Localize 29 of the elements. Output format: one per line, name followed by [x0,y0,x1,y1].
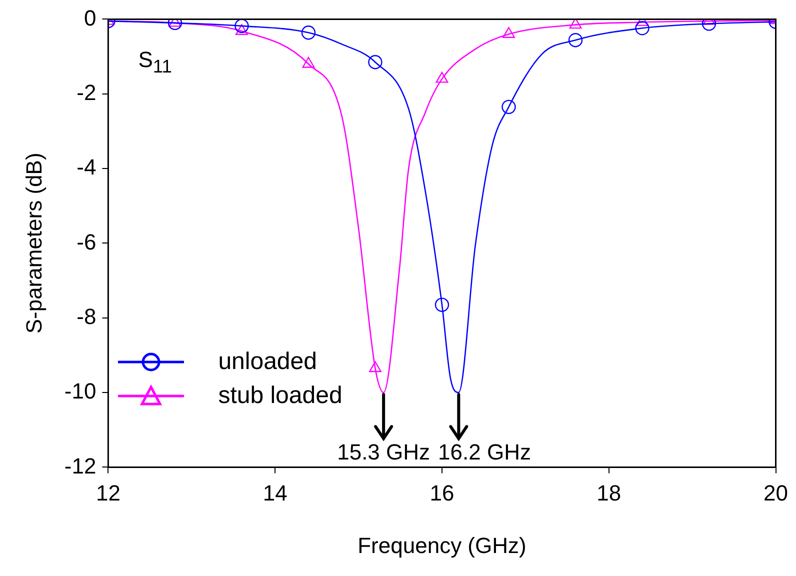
annotation: 15.3 GHz [337,440,430,465]
annotation: S$_{11}$ [138,47,172,78]
y-tick-label: 0 [84,5,96,30]
point [702,19,716,31]
y-axis-title: S-parameters (dB) [21,152,46,334]
x-tick-label: 20 [764,480,788,506]
y-tick-label: -8 [76,304,96,329]
point [301,26,316,40]
y-tick-label: -2 [76,80,96,105]
point [569,19,582,29]
x-tick-label: 16 [430,480,454,506]
point [434,298,450,312]
point [368,361,382,372]
y-tick-label: -10 [64,378,96,404]
point [502,100,516,114]
point [368,55,382,70]
legend-label: stub loaded [218,382,342,410]
x-tick-label: 12 [96,480,120,506]
x-tick-label: 14 [262,480,288,506]
point [635,21,650,36]
x-axis-title: Frequency (GHz) [358,532,526,558]
y-tick-label: -12 [64,453,96,478]
point [568,33,583,48]
x-tick-label: 18 [596,480,622,506]
point [234,19,249,34]
y-tick-label: -6 [76,229,96,254]
legend-label: unloaded [218,348,317,376]
y-tick-label: -4 [76,154,96,180]
annotation: 16.2 GHz [438,440,531,465]
